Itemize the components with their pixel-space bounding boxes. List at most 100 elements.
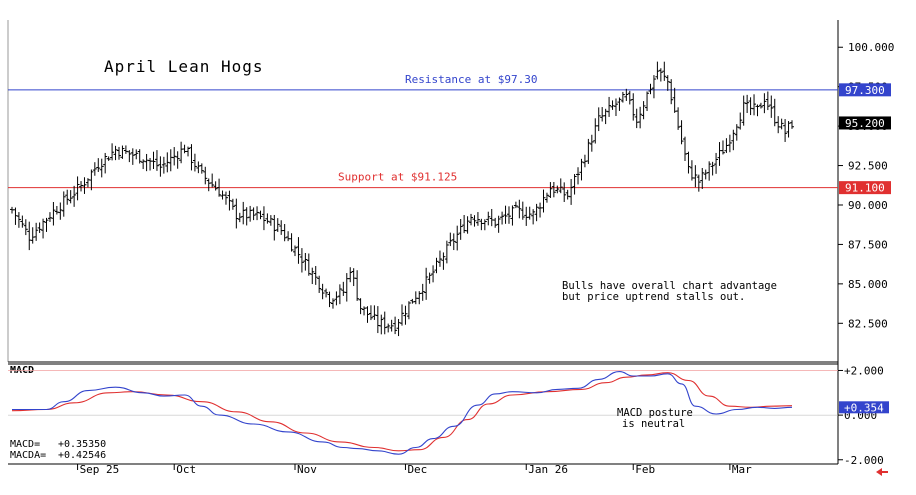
price-bar [500,211,505,225]
price-bar [47,212,52,222]
price-bar [123,145,128,154]
price-bar [679,120,684,145]
price-bar [693,165,698,188]
price-bar [596,107,601,132]
price-bar [738,112,743,130]
price-bar [772,98,777,127]
price-bar [351,268,356,287]
price-bar [752,94,757,116]
scroll-arrow-icon[interactable] [876,468,888,476]
price-bar [527,206,532,220]
price-bar [296,237,301,264]
price-bar [213,181,218,191]
price-bar [645,91,650,112]
price-bar [103,152,108,174]
price-bar [113,145,118,161]
price-bar [486,211,491,226]
price-bar [762,93,767,114]
price-bar [503,205,508,224]
price-bar [720,140,725,155]
price-bar [261,206,266,231]
price-bar [558,178,563,194]
price-bar [613,98,618,117]
macd-value-tag-bg [839,401,889,414]
price-bar [154,150,159,171]
price-bar [293,245,298,257]
support-tag: 91.100 [845,182,885,195]
price-bar [44,217,49,232]
price-bar [268,215,273,226]
price-bar [565,189,570,200]
price-bar [244,207,249,226]
price-y-tick-label: 82.500 [848,317,888,330]
price-bar [375,306,380,334]
macd-y-tick-label: +2.000 [844,364,884,377]
price-bar [165,152,170,173]
price-bar [223,191,228,205]
price-bar [779,118,784,130]
price-bar [341,281,346,296]
price-bar [634,108,639,129]
price-bar [586,138,591,164]
price-bar [227,190,232,211]
macd-title-bg [8,365,40,375]
price-bar [710,161,715,176]
price-bar [82,177,87,194]
price-bar [37,222,42,233]
price-bar [524,206,529,226]
price-bar [665,75,670,91]
resistance-tag-bg [839,83,891,97]
price-bar [334,291,339,306]
price-bar [493,217,498,228]
price-bar [572,174,577,195]
price-bar [203,166,208,185]
resistance-tag: 97.300 [845,84,885,97]
price-bar [431,265,436,283]
price-bar [700,167,705,189]
price-bar [217,178,222,197]
price-bar [531,209,536,225]
price-bar [389,319,394,332]
price-bar [141,159,146,170]
price-bar [551,181,556,198]
price-bar [275,218,280,232]
price-bar [230,198,235,210]
price-bar [462,214,467,234]
price-bar [41,218,46,239]
price-bar [168,149,173,172]
x-tick-label: Feb [635,463,655,476]
price-bar [299,248,304,273]
price-bar [358,298,363,315]
price-bar [651,75,656,99]
price-bar [638,106,643,129]
price-bar [662,61,667,81]
price-bar [61,191,66,217]
price-bar [327,291,332,308]
price-bar [158,156,163,177]
price-bar [610,100,615,110]
price-bar [689,160,694,181]
price-bar [344,273,349,302]
price-annotation-line-2: but price uptrend stalls out. [562,291,745,303]
price-bar [313,266,318,285]
price-bar [576,167,581,185]
price-bar [320,283,325,300]
price-bar [362,306,367,316]
price-bar [148,157,153,171]
price-y-tick-label: 92.500 [848,160,888,173]
price-bar [783,119,788,142]
x-tick-label: Mar [732,463,752,476]
macd-series-line [11,371,793,455]
price-bar [686,151,691,174]
price-bar [355,270,360,301]
price-bar [489,208,494,227]
price-bar [479,218,484,231]
price-bar [161,156,166,174]
price-bar [465,216,470,234]
price-annotation-line-1: Bulls have overall chart advantage [562,280,777,292]
price-bar [265,213,270,224]
price-bar [655,61,660,80]
price-bar [65,189,70,205]
macd-readout-label: MACD= [10,439,40,450]
